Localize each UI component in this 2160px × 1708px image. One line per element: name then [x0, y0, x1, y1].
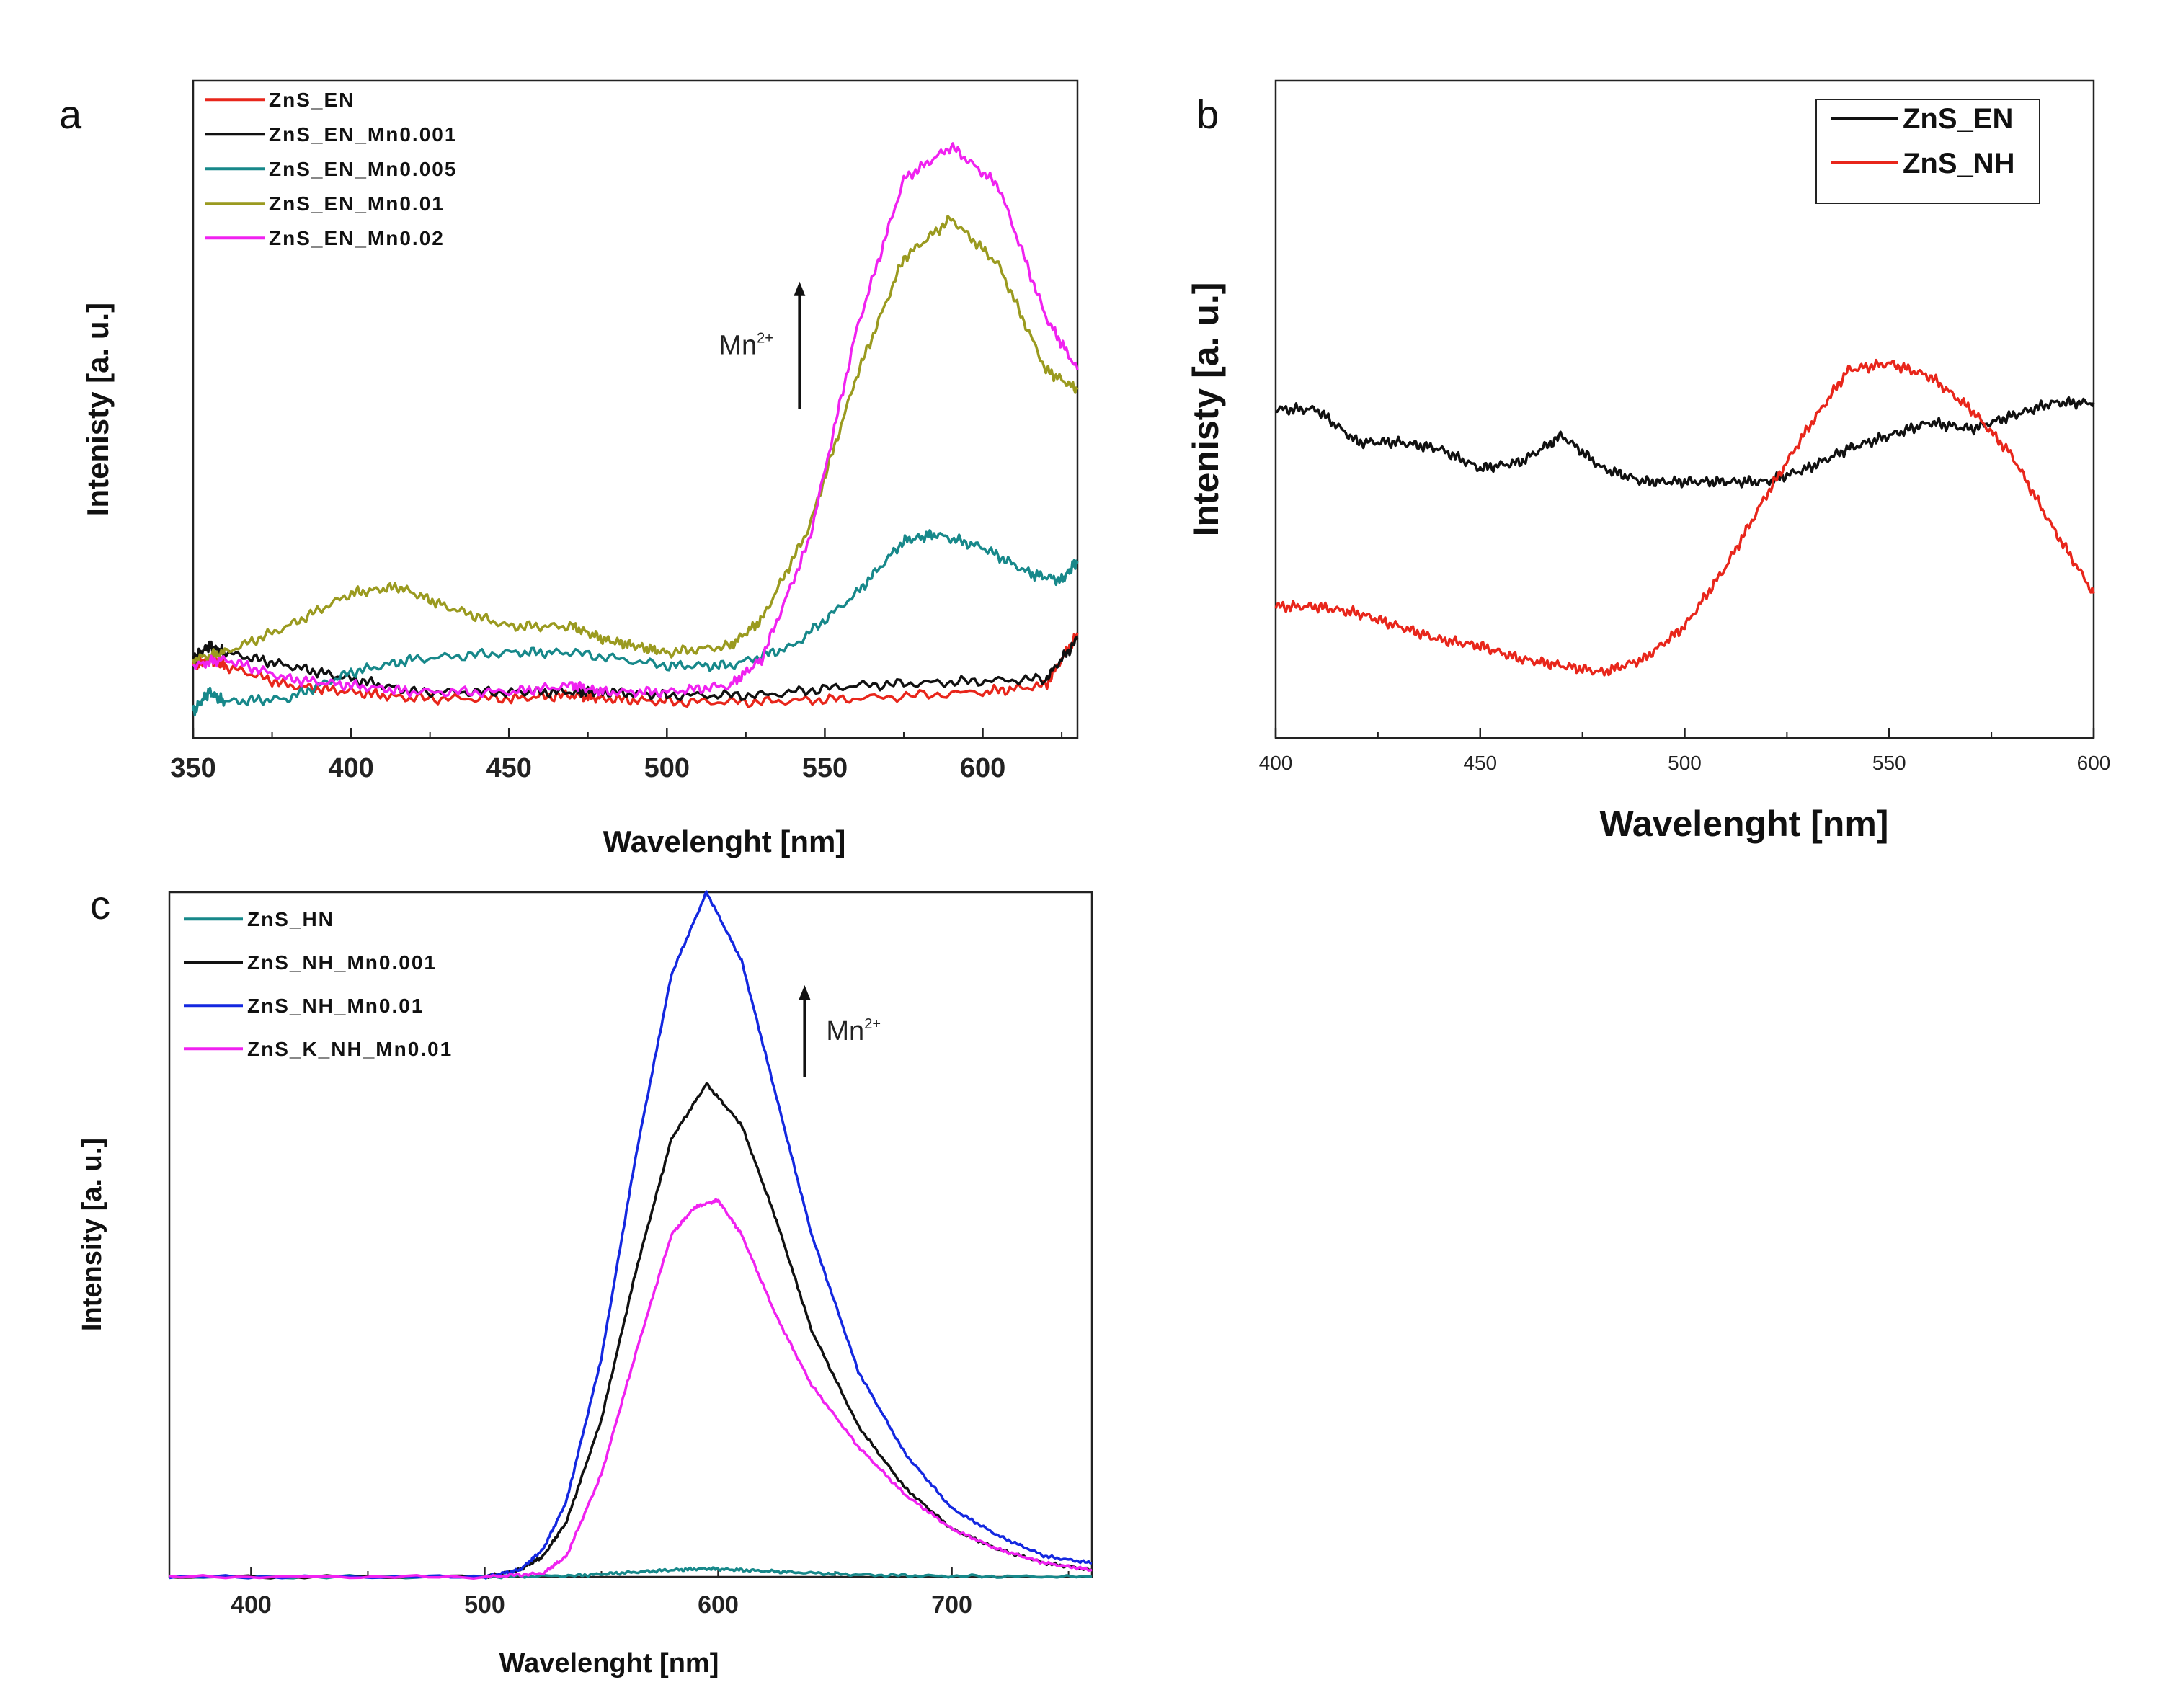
x-tick-label: 600 [2077, 752, 2111, 774]
x-tick-label: 550 [1872, 752, 1906, 774]
x-tick-label: 350 [170, 753, 215, 783]
x-tick-label: 500 [464, 1591, 505, 1619]
y-axis-label: Intenisty [a. u.] [81, 303, 115, 516]
legend-label: ZnS_EN_Mn0.005 [269, 158, 457, 180]
panel-letter: c [90, 882, 110, 928]
x-tick-label: 400 [328, 753, 373, 783]
series-line-ZnS_EN_Mn0.005 [192, 529, 1079, 716]
y-axis-label: Intenisty [a. u.] [1186, 283, 1226, 537]
x-tick-label: 700 [931, 1591, 972, 1619]
annotation-arrowhead [794, 281, 806, 296]
legend-label: ZnS_NH [1903, 148, 2015, 179]
panel-letter: b [1196, 92, 1219, 137]
series-line-ZnS_EN_Mn0.001 [192, 636, 1079, 702]
x-tick-label: 550 [802, 753, 848, 783]
legend-label: ZnS_EN [269, 89, 355, 111]
series-line-ZnS_NH_Mn0.001 [169, 1082, 1093, 1580]
annotation-arrowhead [799, 985, 811, 1000]
series-line-ZnS_EN [1275, 396, 2095, 489]
series-line-ZnS_HN [169, 1566, 1093, 1580]
legend-label: ZnS_EN_Mn0.02 [269, 227, 445, 249]
legend-label: ZnS_EN [1903, 103, 2013, 135]
legend-label: ZnS_NH_Mn0.001 [247, 951, 437, 974]
plot-frame [192, 79, 1079, 739]
legend-label: ZnS_EN_Mn0.001 [269, 123, 457, 146]
annotation-label: Mn2+ [719, 330, 773, 360]
plot-frame [168, 891, 1093, 1578]
series-line-ZnS_EN_Mn0.01 [192, 215, 1079, 665]
annotation-label: Mn2+ [826, 1016, 881, 1046]
series-line-ZnS_NH [1274, 358, 2095, 677]
panel-b: b 400 450 500 550 600 Wavelenght [nm] Intenisty… [1186, 79, 2111, 844]
legend-label: ZnS_NH_Mn0.01 [247, 995, 424, 1017]
legend-label: ZnS_EN_Mn0.01 [269, 192, 445, 215]
x-tick-label: 500 [1668, 752, 1702, 774]
panel-c: c 400 500 600 700 Wavelenght [nm] Intensity [a… [77, 882, 1093, 1678]
panel-letter: a [59, 92, 82, 137]
x-tick-label: 450 [1463, 752, 1497, 774]
x-tick-label: 600 [698, 1591, 739, 1619]
panel-a: a 350 400 450 500 550 600 Wavelenght [nm] Inteni… [59, 79, 1079, 858]
x-axis-label: Wavelenght [nm] [1600, 804, 1889, 844]
annotation-superscript: 2+ [864, 1016, 881, 1032]
y-axis-label: Intensity [a. u.] [77, 1138, 107, 1331]
x-tick-label: 600 [960, 753, 1005, 783]
x-tick-label: 450 [486, 753, 532, 783]
x-axis-label: Wavelenght [nm] [603, 824, 846, 858]
x-tick-label: 400 [1259, 752, 1293, 774]
x-tick-label: 400 [231, 1591, 272, 1619]
legend-label: ZnS_HN [247, 908, 334, 930]
series-line-ZnS_K_NH_Mn0.01 [169, 1198, 1093, 1580]
x-axis-label: Wavelenght [nm] [499, 1648, 719, 1678]
annotation-superscript: 2+ [757, 330, 773, 346]
series-line-ZnS_EN_Mn0.02 [192, 142, 1079, 698]
x-tick-label: 500 [644, 753, 690, 783]
series-line-ZnS_NH_Mn0.01 [169, 890, 1093, 1580]
legend-label: ZnS_K_NH_Mn0.01 [247, 1038, 453, 1060]
